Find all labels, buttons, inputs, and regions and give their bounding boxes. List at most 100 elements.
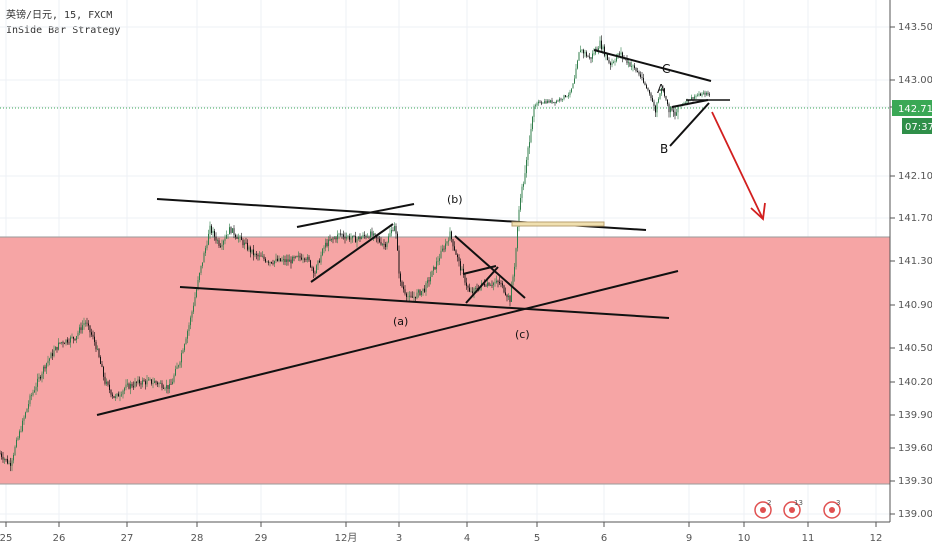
candle-body <box>202 262 203 266</box>
candle-body <box>184 344 185 351</box>
candle-body <box>214 230 215 237</box>
candle-body <box>221 244 223 247</box>
candle-body <box>299 255 301 258</box>
candle-body <box>652 97 653 102</box>
candle-body <box>311 267 313 268</box>
wave-label-B: B <box>660 142 668 156</box>
last-price-badge[interactable]: 142.717 <box>892 100 932 116</box>
candle-body <box>646 85 647 89</box>
candle-body <box>503 285 505 293</box>
candle-body <box>257 254 259 257</box>
candle-body <box>302 258 304 260</box>
candle-body <box>326 242 328 247</box>
candle-body <box>350 238 352 240</box>
candle-body <box>7 459 8 464</box>
y-tick-label: 140.500 <box>898 343 932 354</box>
candle-body <box>218 240 220 246</box>
candle-body <box>8 463 10 464</box>
candle-body <box>106 381 107 384</box>
candle-body <box>692 97 694 99</box>
candle-body <box>520 197 521 210</box>
candle-body <box>359 236 361 240</box>
candle-body <box>49 358 50 361</box>
candle-body <box>598 48 599 51</box>
candle-body <box>392 230 394 231</box>
y-tick-label: 142.100 <box>898 171 932 182</box>
candle-body <box>697 95 698 97</box>
indicator-title[interactable]: InSide Bar Strategy <box>6 25 121 36</box>
candle-body <box>550 100 551 103</box>
candle-body <box>181 353 182 363</box>
candle-body <box>239 236 241 238</box>
candle-body <box>658 98 659 103</box>
x-tick-label: 6 <box>601 533 607 544</box>
candle-body <box>260 255 262 257</box>
candle-body <box>329 239 331 241</box>
candle-body <box>394 226 395 231</box>
x-tick-label: 26 <box>53 533 66 544</box>
candle-body <box>551 100 553 103</box>
event-badges[interactable]: 2 13 3 <box>754 499 841 519</box>
candle-body <box>422 288 424 292</box>
candle-body <box>529 142 530 148</box>
candle-body <box>271 262 272 264</box>
candle-body <box>224 238 226 241</box>
candle-body <box>343 234 344 237</box>
candle-body <box>130 384 131 389</box>
candle-body <box>596 48 598 51</box>
candle-body <box>229 227 230 235</box>
x-tick-label: 29 <box>255 533 268 544</box>
y-tick-label: 141.300 <box>898 256 932 267</box>
candle-body <box>31 395 32 397</box>
candle-body <box>248 247 250 250</box>
x-tick-label: 3 <box>396 533 402 544</box>
candle-body <box>320 255 322 263</box>
candle-body <box>71 336 73 338</box>
candle-body <box>22 420 23 431</box>
x-tick-label: 12 <box>870 533 883 544</box>
candle-body <box>91 332 92 335</box>
candle-body <box>262 256 263 258</box>
candle-body <box>335 237 337 240</box>
candle-body <box>86 322 88 324</box>
candle-body <box>70 337 71 343</box>
candle-body <box>473 288 475 293</box>
candle-body <box>496 280 497 283</box>
forecast-arrow[interactable] <box>711 111 766 221</box>
candle-body <box>572 83 574 89</box>
candle-body <box>68 342 70 344</box>
event-badge-count: 2 <box>767 499 771 507</box>
candle-body <box>95 341 97 350</box>
trendline-rising-support <box>96 270 679 416</box>
candle-body <box>140 383 142 385</box>
candle-body <box>578 52 580 61</box>
candle-body <box>532 116 533 130</box>
candle-body <box>172 381 173 385</box>
candle-body <box>589 56 590 58</box>
x-tick-label: 9 <box>686 533 692 544</box>
candle-body <box>47 360 49 364</box>
candle-body <box>386 242 388 247</box>
candle-body <box>560 98 562 100</box>
candle-body <box>37 378 38 387</box>
candle-body <box>161 382 163 388</box>
candle-body <box>190 317 191 326</box>
candle-body <box>571 88 572 92</box>
candle-body <box>475 288 476 290</box>
candle-body <box>460 261 461 271</box>
candle-body <box>263 256 265 260</box>
candle-body <box>341 234 343 236</box>
candle-body <box>178 365 179 367</box>
x-tick-label: 11 <box>802 533 815 544</box>
candle-body <box>518 209 520 227</box>
level-box[interactable] <box>511 221 605 227</box>
candle-body <box>278 258 280 261</box>
candle-body <box>545 101 547 104</box>
candle-body <box>298 255 299 257</box>
candle-body <box>157 382 158 385</box>
candle-body <box>398 250 400 274</box>
candle-body <box>418 290 419 293</box>
candle-body <box>73 336 74 339</box>
